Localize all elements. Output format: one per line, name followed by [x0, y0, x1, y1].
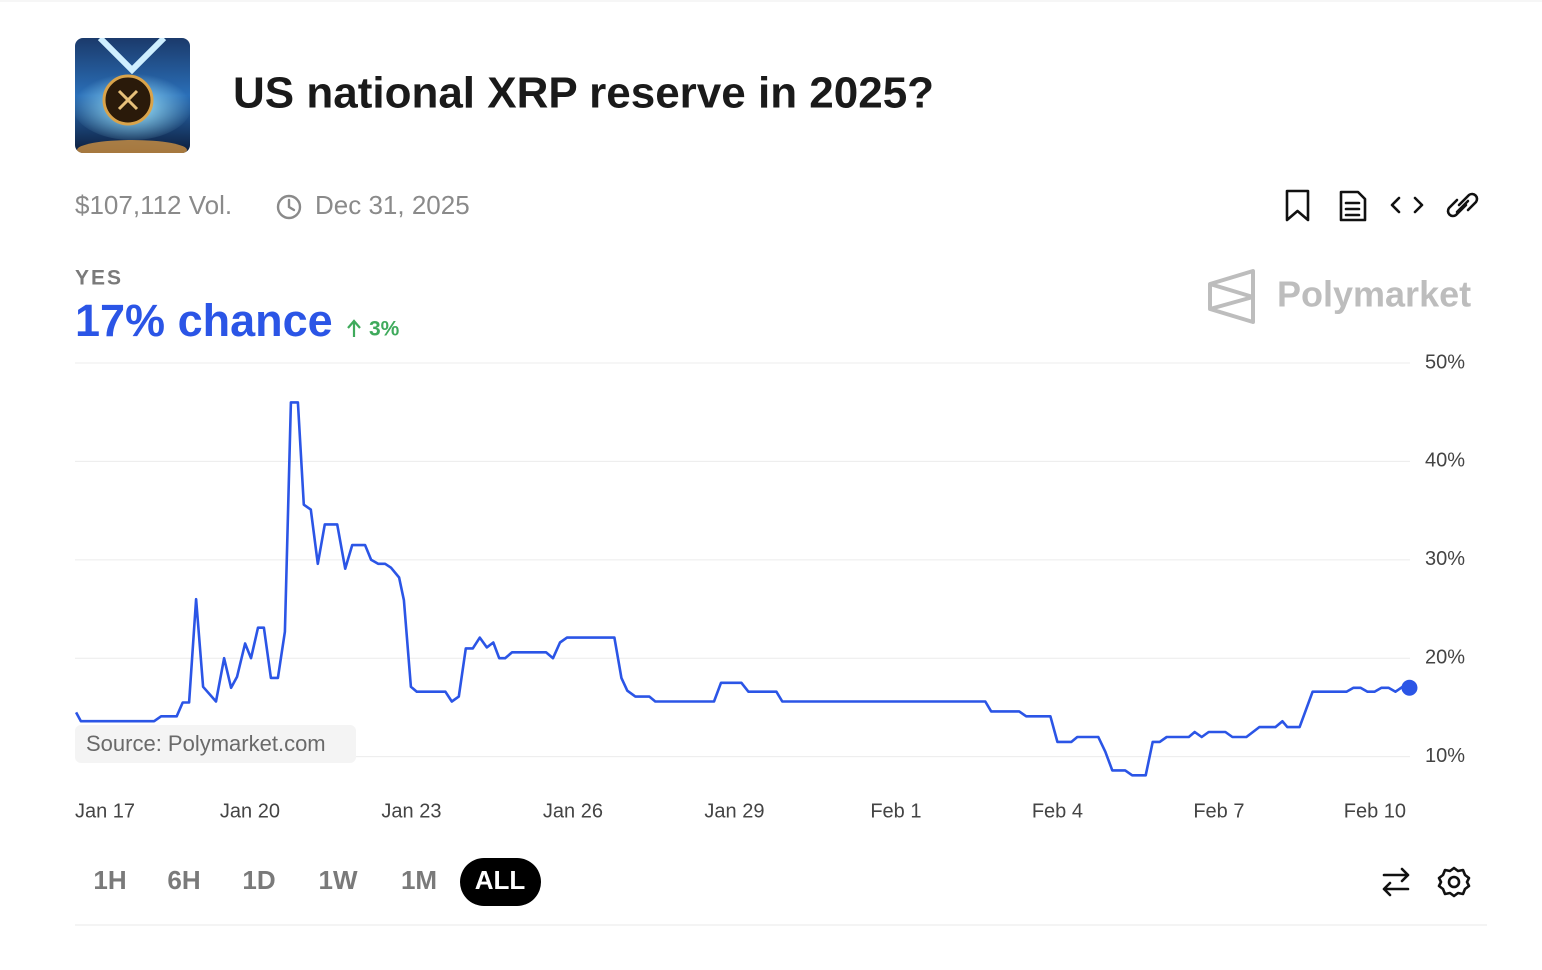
- x-tick-label: Jan 20: [220, 800, 280, 822]
- y-tick-label: 10%: [1425, 745, 1465, 767]
- swap-button[interactable]: [1382, 867, 1410, 897]
- link-button[interactable]: [1446, 192, 1479, 218]
- settings-button[interactable]: [1437, 866, 1471, 898]
- range-button[interactable]: 6H: [167, 865, 200, 895]
- y-tick-label: 30%: [1425, 548, 1465, 570]
- source-text: Source: Polymarket.com: [86, 731, 326, 756]
- y-tick-label: 20%: [1425, 647, 1465, 669]
- range-button[interactable]: 1W: [319, 865, 358, 895]
- x-tick-label: Feb 7: [1193, 800, 1244, 822]
- x-tick-label: Feb 1: [870, 800, 921, 822]
- x-tick-label: Feb 4: [1032, 800, 1083, 822]
- x-tick-label: Jan 29: [704, 800, 764, 822]
- change-arrow: [347, 319, 361, 337]
- range-button[interactable]: ALL: [475, 865, 526, 895]
- x-tick-label: Jan 23: [381, 800, 441, 822]
- range-selector: 1H 6H 1D 1W 1M ALL: [93, 858, 541, 906]
- x-tick-label: Jan 26: [543, 800, 603, 822]
- brand-logo: [1208, 269, 1255, 324]
- source-badge: Source: Polymarket.com: [75, 725, 356, 763]
- change: 3%: [369, 318, 400, 341]
- range-button[interactable]: 1H: [93, 865, 126, 895]
- y-tick-label: 50%: [1425, 351, 1465, 373]
- x-tick-label: Feb 10: [1344, 800, 1406, 822]
- volume: $107,112 Vol.: [75, 190, 232, 220]
- bookmark-button[interactable]: [1285, 189, 1310, 222]
- brand-name: Polymarket: [1277, 274, 1471, 315]
- price-line: [74, 401, 1410, 777]
- embed-button[interactable]: [1390, 196, 1424, 214]
- market-thumbnail: [75, 38, 190, 153]
- end-date: Dec 31, 2025: [315, 190, 470, 220]
- market-title: US national XRP reserve in 2025?: [233, 69, 934, 118]
- clock-icon: [276, 194, 302, 220]
- document-button[interactable]: [1339, 190, 1367, 222]
- chance: 17% chance: [75, 295, 333, 346]
- last-point: [1401, 679, 1418, 696]
- x-tick-label: Jan 17: [75, 800, 135, 822]
- outcome-label: YES: [75, 267, 123, 290]
- range-button[interactable]: 1D: [242, 865, 275, 895]
- y-tick-label: 40%: [1425, 450, 1465, 472]
- range-button[interactable]: 1M: [401, 865, 437, 895]
- range-active-pill: [460, 858, 541, 906]
